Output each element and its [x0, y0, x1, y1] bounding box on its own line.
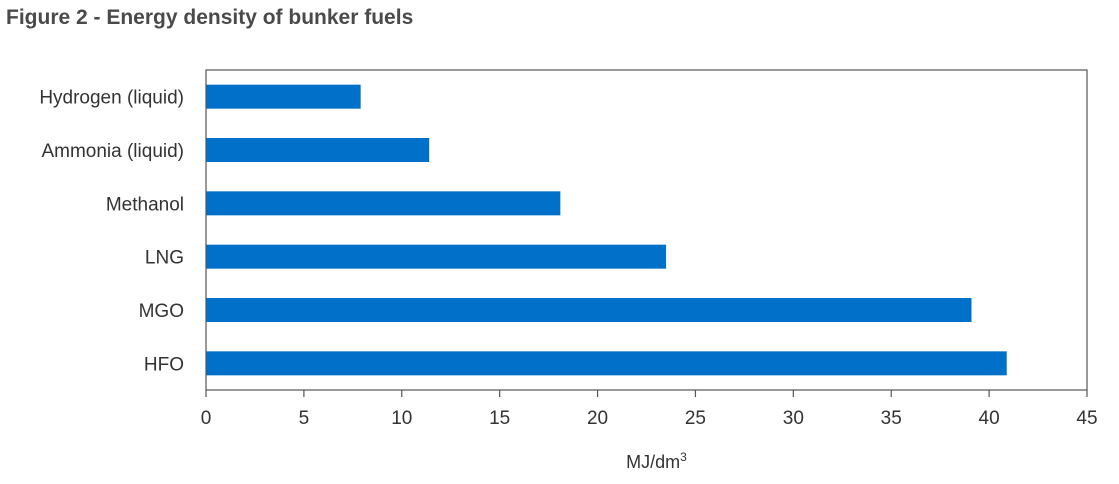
bar-mgo [206, 298, 972, 322]
x-tick-label: 10 [391, 408, 412, 429]
x-axis-label-superscript: 3 [680, 450, 687, 464]
x-tick-label: 30 [783, 408, 804, 429]
x-axis-label: MJ/dm3 [626, 450, 687, 472]
x-axis-label-main: MJ/dm [626, 452, 680, 472]
x-tick-label: 35 [881, 408, 902, 429]
category-label: LNG [145, 248, 184, 269]
category-labels: Hydrogen (liquid) Ammonia (liquid) Methano… [39, 88, 184, 376]
x-axis-ticks: 0 5 10 15 20 25 30 35 40 45 [201, 390, 1098, 429]
x-tick-label: 45 [1076, 408, 1097, 429]
x-tick-label: 15 [489, 408, 510, 429]
figure-title: Figure 2 - Energy density of bunker fuel… [6, 6, 414, 29]
x-tick-label: 40 [979, 408, 1000, 429]
bar-hfo [206, 351, 1007, 376]
category-label: Ammonia (liquid) [41, 141, 184, 162]
category-label: Hydrogen (liquid) [39, 88, 184, 109]
bar-methanol [206, 191, 561, 216]
x-tick-label: 5 [299, 408, 310, 429]
bar-hydrogen-liquid [206, 84, 361, 109]
category-label: MGO [139, 301, 184, 322]
category-label: Methanol [106, 194, 184, 215]
bar-lng [206, 244, 667, 269]
x-tick-label: 25 [685, 408, 706, 429]
bars-group [206, 84, 1007, 376]
category-label: HFO [144, 354, 184, 375]
x-tick-label: 0 [201, 408, 212, 429]
bar-ammonia-liquid [206, 138, 430, 162]
x-tick-label: 20 [587, 408, 608, 429]
plot-area-frame [205, 69, 1088, 391]
